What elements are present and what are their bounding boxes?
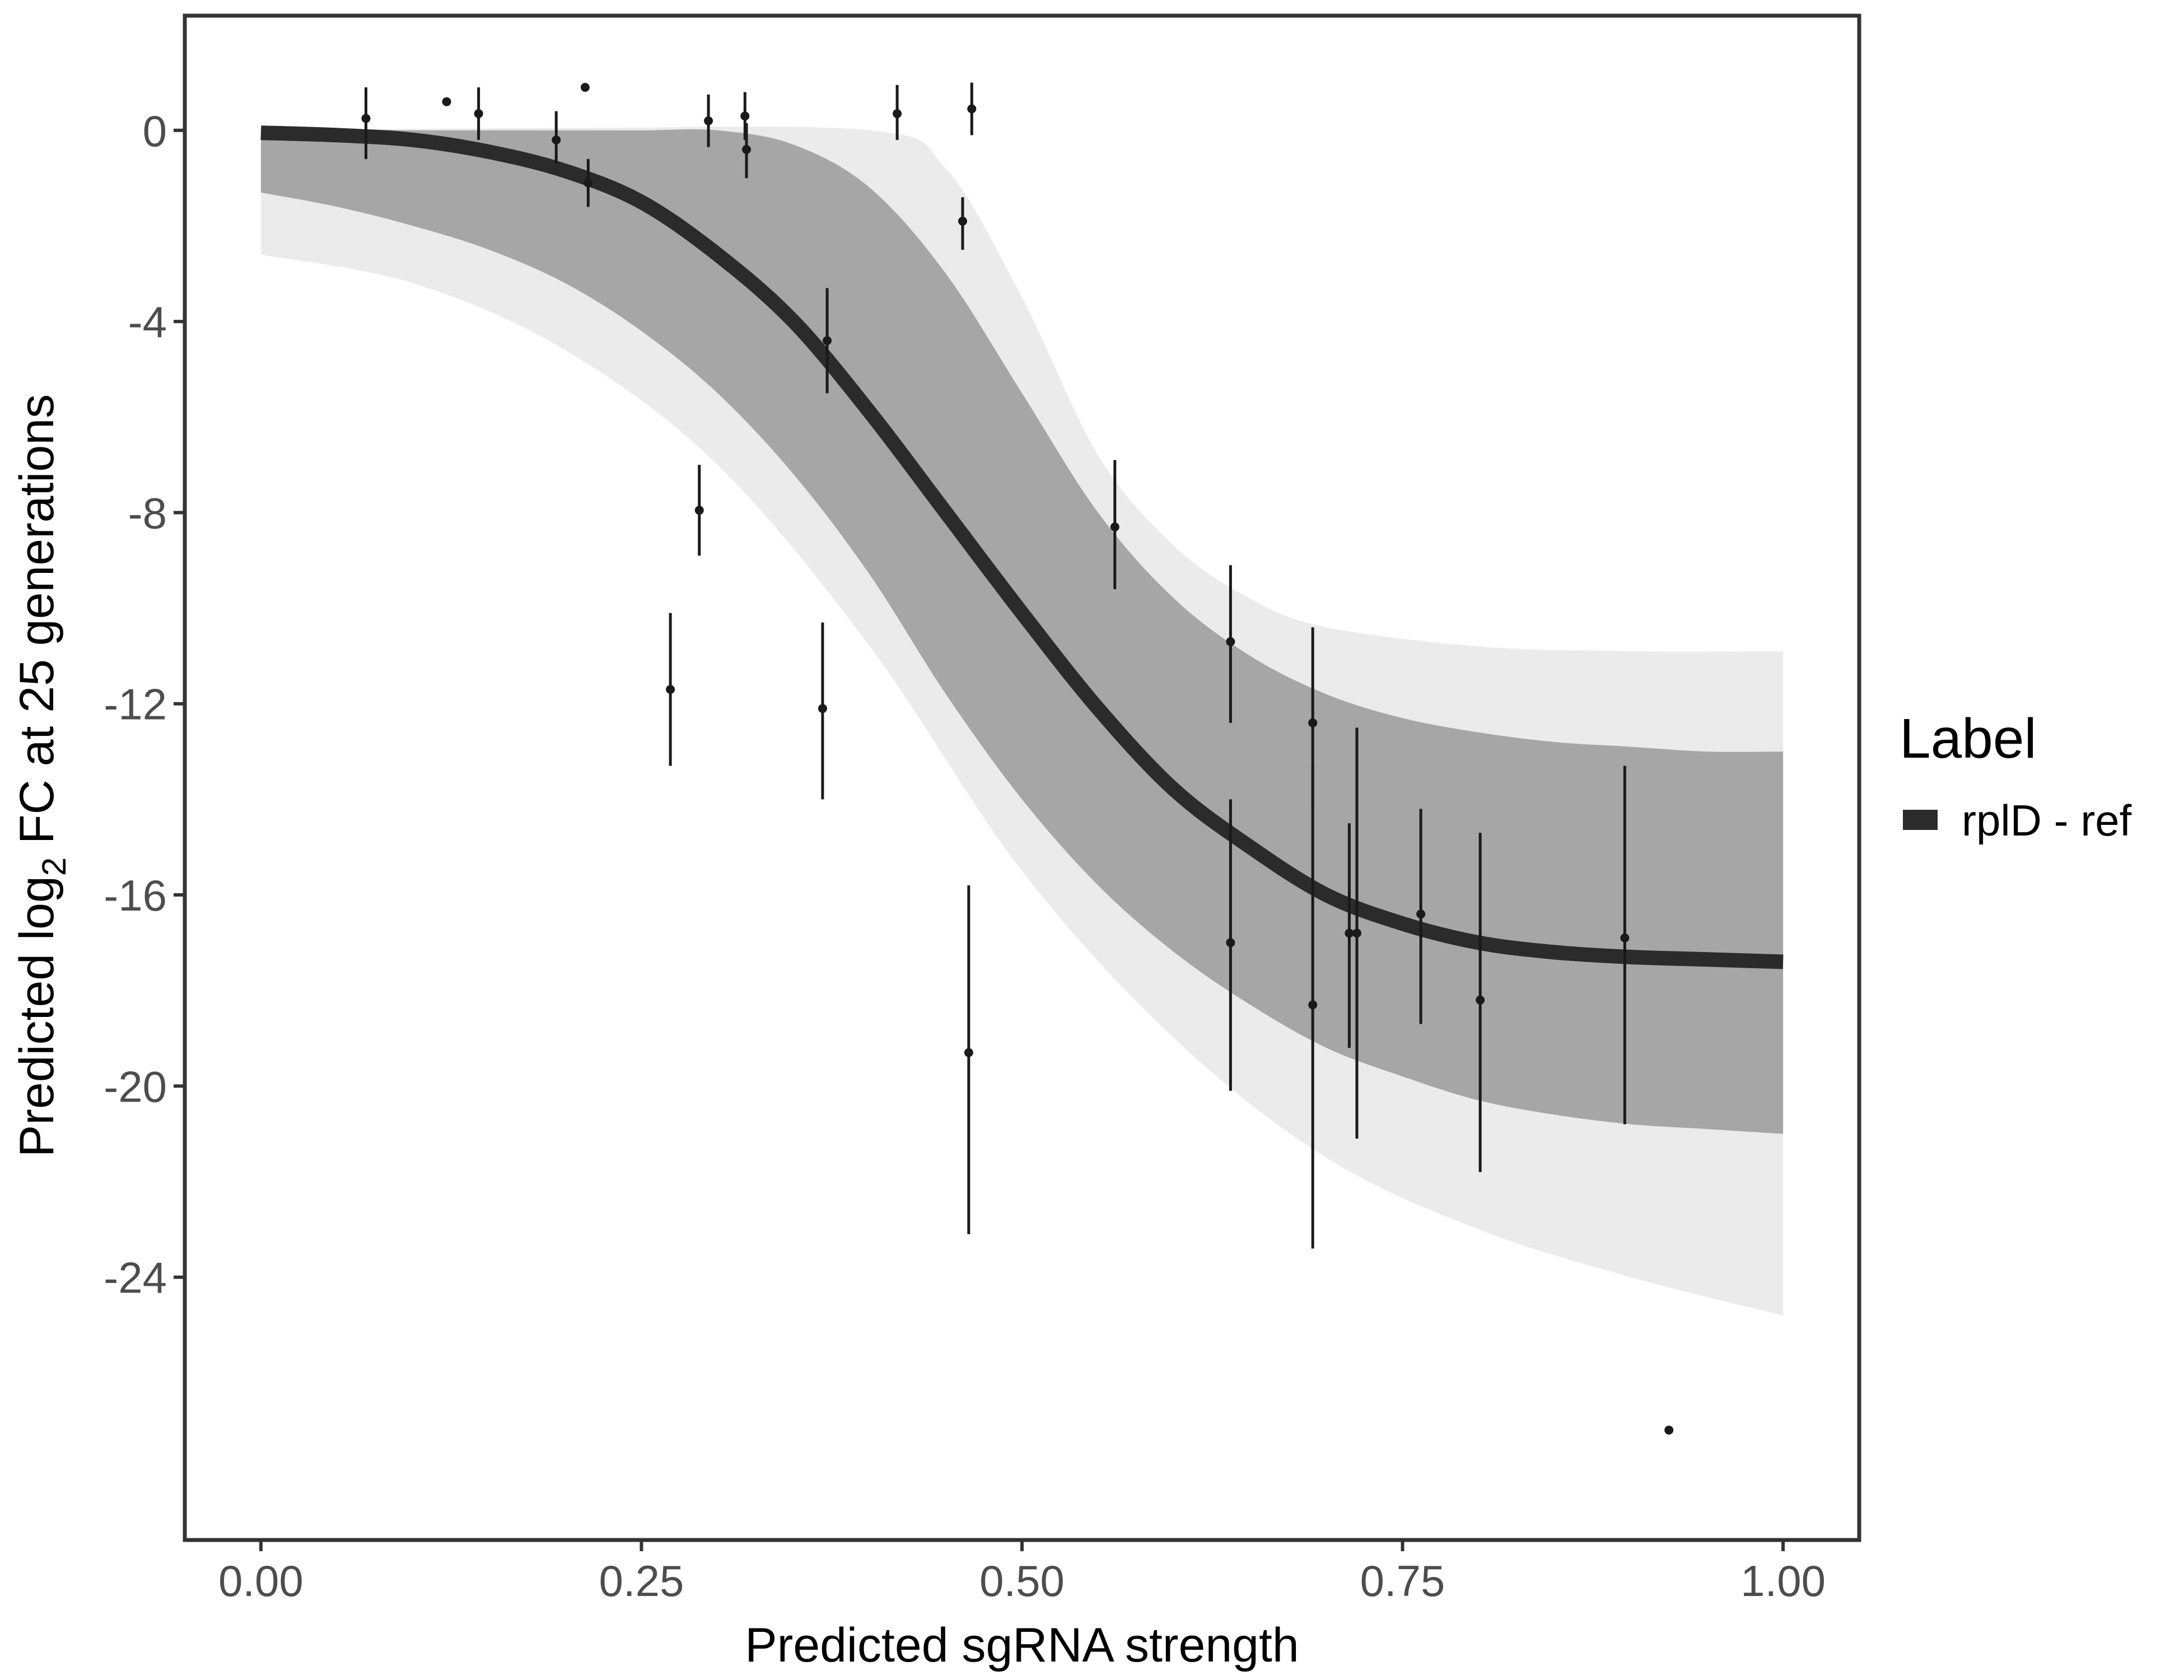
data-point-group	[694, 465, 704, 556]
data-point	[1226, 938, 1235, 948]
data-point	[742, 144, 752, 154]
x-tick-label: 0.25	[599, 1556, 684, 1606]
y-tick-label: -12	[104, 680, 167, 729]
data-point	[1345, 928, 1354, 938]
data-point-group	[964, 885, 973, 1234]
y-axis-title-subscript: 2	[35, 857, 73, 876]
data-point	[1476, 995, 1485, 1005]
data-point-group	[823, 288, 832, 394]
data-point	[361, 114, 371, 123]
y-axis-title-prefix: Predicted log	[10, 876, 64, 1157]
data-point	[666, 685, 675, 694]
data-point-group	[1226, 799, 1235, 1091]
y-tick-label: -24	[104, 1253, 167, 1303]
data-point	[442, 97, 451, 106]
data-point-group	[1308, 766, 1318, 1249]
data-point-group	[740, 92, 750, 140]
data-point	[584, 178, 593, 188]
data-point-group	[704, 94, 713, 147]
y-axis-title: Predicted log2 FC at 25 generations	[10, 394, 73, 1157]
fit-curve-layer	[260, 125, 1784, 969]
data-point	[1226, 637, 1235, 646]
data-point-group	[967, 82, 977, 136]
data-point	[1110, 522, 1119, 532]
data-point	[1664, 1425, 1674, 1435]
x-tick-label: 1.00	[1740, 1556, 1826, 1606]
data-point	[474, 109, 483, 118]
y-axis-title-suffix: FC at 25 generations	[10, 394, 64, 857]
x-tick-label: 0.50	[979, 1556, 1065, 1606]
data-point	[694, 506, 704, 515]
data-point	[964, 1048, 973, 1057]
data-point-group	[474, 87, 483, 140]
x-axis: 0.00 0.25 0.50 0.75 1.00	[218, 1540, 1826, 1606]
data-point	[1416, 909, 1426, 919]
data-point-group	[584, 158, 593, 207]
posterior-band-inner	[260, 129, 1784, 1134]
x-tick-label: 0.00	[218, 1556, 304, 1606]
legend: Label rplD - ref	[1900, 707, 2132, 845]
data-point-group	[1664, 1425, 1674, 1435]
data-point-group	[666, 613, 675, 766]
data-point	[1308, 718, 1318, 727]
data-point	[580, 82, 590, 92]
data-point-group	[1226, 565, 1235, 723]
data-point-group	[1620, 766, 1630, 1124]
posterior-band	[260, 127, 1784, 1315]
x-axis-title: Predicted sgRNA strength	[745, 1618, 1299, 1672]
data-points	[361, 82, 1674, 1435]
data-point-group	[580, 82, 590, 92]
data-point-group	[361, 87, 371, 159]
data-point	[967, 104, 977, 114]
legend-swatch	[1903, 810, 1938, 830]
data-point-group	[552, 111, 561, 164]
data-point	[818, 704, 827, 713]
y-axis: 0 -4 -8 -12 -16 -20 -24	[104, 106, 185, 1303]
legend-entry-label: rplD - ref	[1962, 796, 2132, 845]
data-point-group	[958, 197, 967, 250]
data-point-group	[442, 97, 451, 106]
data-point-group	[893, 85, 902, 140]
y-tick-label: -20	[104, 1062, 167, 1111]
fit-curve	[260, 125, 1784, 969]
data-point	[823, 336, 832, 346]
data-point	[958, 216, 967, 226]
y-tick-label: -4	[128, 297, 167, 347]
data-point	[1620, 933, 1630, 942]
data-point-group	[1416, 809, 1426, 1024]
data-point-group	[818, 622, 827, 800]
data-point	[1308, 1000, 1318, 1010]
data-point-group	[1110, 460, 1119, 589]
data-point-group	[1345, 823, 1354, 1048]
y-tick-label: -8	[128, 488, 167, 538]
data-point-group	[1476, 833, 1485, 1172]
data-point	[552, 135, 561, 144]
data-point-group	[1352, 727, 1361, 1139]
y-tick-label: -16	[104, 871, 167, 920]
data-point	[1352, 928, 1361, 938]
x-tick-label: 0.75	[1360, 1556, 1445, 1606]
data-point	[704, 116, 713, 125]
legend-title: Label	[1900, 707, 2037, 770]
data-point	[740, 111, 750, 121]
data-point-group	[742, 123, 752, 179]
y-tick-label: 0	[143, 106, 167, 156]
data-point	[893, 109, 902, 118]
